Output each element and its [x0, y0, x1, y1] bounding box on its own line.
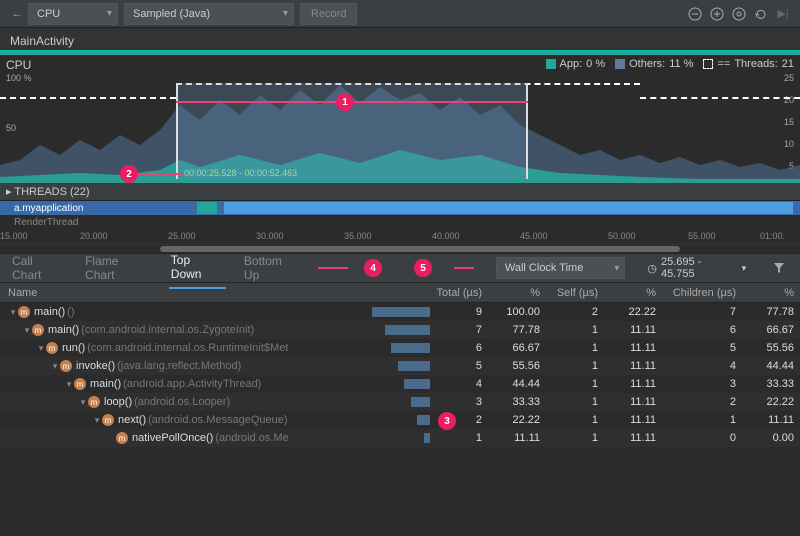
scroll-thumb[interactable] [160, 246, 680, 252]
col-total-pct[interactable]: % [488, 287, 546, 299]
tree-table-header: Name Total (µs) % Self (µs) % Children (… [0, 283, 800, 303]
method-icon: m [18, 306, 30, 318]
method-icon: m [88, 396, 100, 408]
visible-range: 25.695 - 45.755 [661, 256, 738, 280]
method-icon: m [46, 342, 58, 354]
thread-row-app[interactable]: a.myapplication [0, 201, 800, 215]
thread-row-render[interactable]: RenderThread [0, 215, 800, 229]
col-children-pct[interactable]: % [742, 287, 800, 299]
go-live-icon[interactable]: ▶| [772, 3, 794, 25]
tab-top-down[interactable]: Top Down [169, 247, 226, 289]
tab-flame-chart[interactable]: Flame Chart [83, 248, 153, 288]
zoom-in-icon[interactable] [706, 3, 728, 25]
callout-badge-3: 3 [438, 412, 456, 430]
tree-row[interactable]: ▾mloop() (android.os.Looper)333.33111.11… [0, 393, 800, 411]
col-name[interactable]: Name [0, 287, 372, 299]
col-children[interactable]: Children (µs) [662, 287, 742, 299]
clock-icon: ◷ [647, 262, 657, 275]
chart-title: CPU [6, 58, 31, 72]
trace-mode-select[interactable]: Sampled (Java) [124, 3, 294, 25]
tree-row[interactable]: ▾mmain() ()9100.00222.22777.78 [0, 303, 800, 321]
trace-tabs: Call Chart Flame Chart Top Down Bottom U… [0, 253, 800, 283]
profiler-type-select[interactable]: CPU [28, 3, 118, 25]
callout-badge-4: 4 [364, 259, 382, 277]
tree-row[interactable]: ▾minvoke() (java.lang.reflect.Method)555… [0, 357, 800, 375]
method-icon: m [102, 414, 114, 426]
threads-dashed-left [0, 97, 176, 99]
legend-threads-swatch [703, 59, 713, 69]
tab-bottom-up[interactable]: Bottom Up [242, 248, 302, 288]
callout-badge-2: 2 [120, 165, 138, 183]
back-icon[interactable]: ← [6, 3, 28, 25]
tree-row[interactable]: ▾mmain() (android.app.ActivityThread)444… [0, 375, 800, 393]
clock-type-select[interactable]: Wall Clock Time [496, 257, 625, 279]
method-icon: m [74, 378, 86, 390]
col-self-pct[interactable]: % [604, 287, 662, 299]
time-ruler[interactable]: 15.000 20.000 25.000 30.000 35.000 40.00… [0, 229, 800, 245]
col-total[interactable]: Total (µs) [430, 287, 488, 299]
tree-row[interactable]: ▾mnext() (android.os.MessageQueue)222.22… [0, 411, 800, 429]
timeline-scrollbar[interactable] [0, 245, 800, 253]
reset-zoom-icon[interactable] [750, 3, 772, 25]
callout-badge-5: 5 [414, 259, 432, 277]
col-self[interactable]: Self (µs) [546, 287, 604, 299]
callout-badge-1: 1 [336, 93, 354, 111]
tab-call-chart[interactable]: Call Chart [10, 248, 67, 288]
callout-line-4 [318, 267, 348, 269]
threads-dashed-right [640, 97, 800, 99]
zoom-fit-icon[interactable] [728, 3, 750, 25]
call-tree: ▾mmain() ()9100.00222.22777.78▾mmain() (… [0, 303, 800, 447]
record-button[interactable]: Record [300, 3, 357, 25]
filter-icon[interactable] [768, 257, 790, 279]
method-icon: m [32, 324, 44, 336]
threads-header[interactable]: ▸ THREADS (22) [0, 182, 800, 201]
zoom-out-icon[interactable] [684, 3, 706, 25]
tree-row[interactable]: ▾mrun() (com.android.internal.os.Runtime… [0, 339, 800, 357]
selection-range-label: 00:00:25.528 - 00:00:52.463 [184, 168, 297, 178]
callout-line-5 [454, 267, 474, 269]
legend-app-swatch [546, 59, 556, 69]
legend-others-swatch [615, 59, 625, 69]
chart-legend: App: 0 % Others: 11 % == Threads: 21 [546, 58, 794, 70]
profiler-toolbar: ← CPU Sampled (Java) Record ▶| [0, 0, 800, 28]
tree-row[interactable]: mnativePollOnce() (android.os.Me111.1111… [0, 429, 800, 447]
method-icon: m [60, 360, 72, 372]
method-icon: m [116, 432, 128, 444]
activity-label: MainActivity [0, 28, 800, 52]
cpu-chart[interactable]: CPU App: 0 % Others: 11 % == Threads: 21… [0, 52, 800, 182]
tree-row[interactable]: ▾mmain() (com.android.internal.os.Zygote… [0, 321, 800, 339]
